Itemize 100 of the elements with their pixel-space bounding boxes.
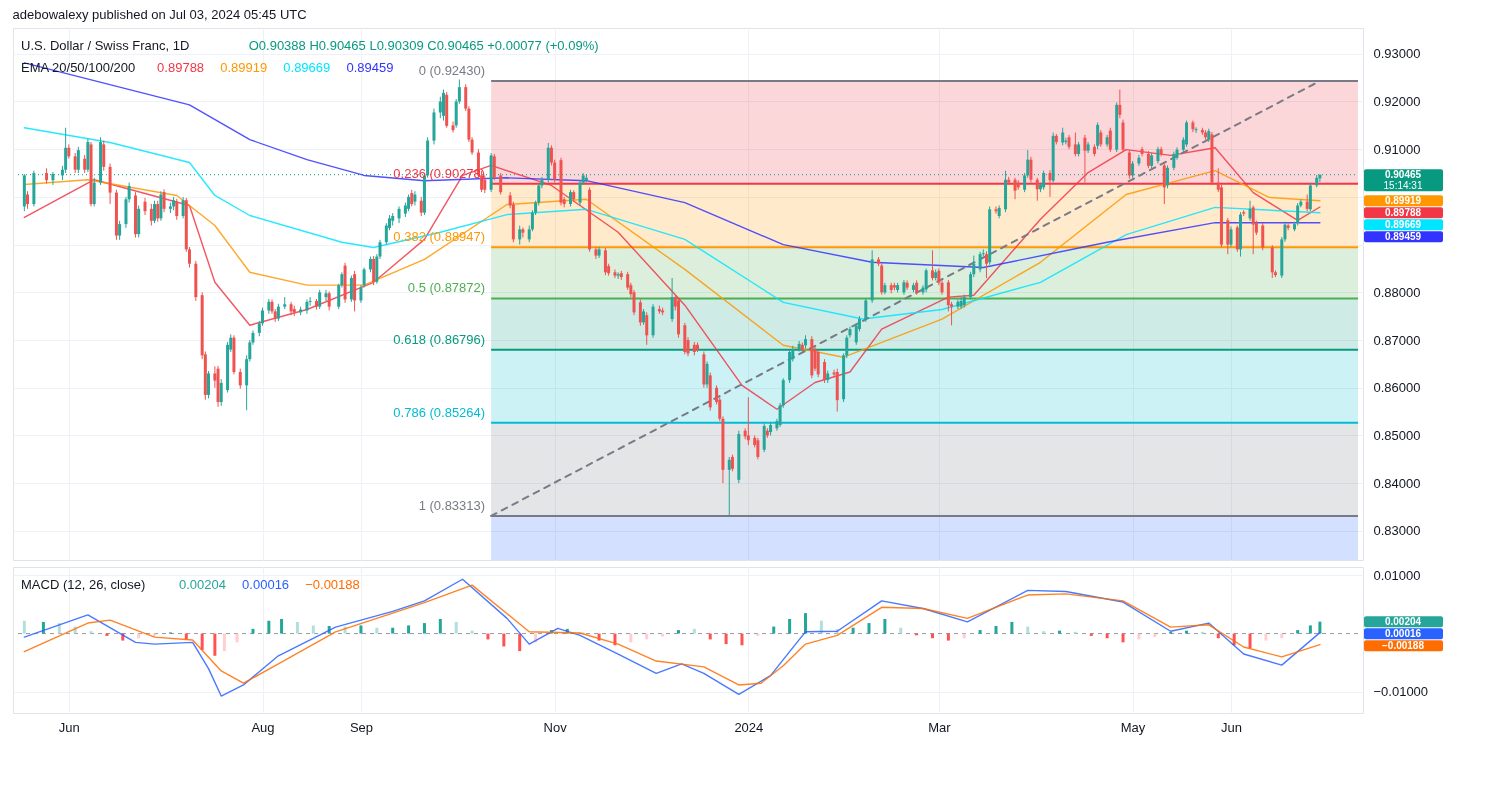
bar [629, 633, 633, 643]
y-tick-label: 0.93000 [1373, 46, 1421, 62]
bar [359, 625, 363, 634]
candlestick [924, 267, 928, 293]
bar [946, 633, 950, 641]
candlestick [219, 378, 223, 407]
candlestick [102, 140, 106, 172]
bar [222, 633, 226, 652]
ref-line-label: 0.786 (0.85264) [393, 404, 486, 420]
bar [788, 618, 792, 634]
y-tick-label: 0.83000 [1373, 523, 1421, 539]
bar [1121, 633, 1125, 643]
ref-line-label: 0.90465 [1384, 168, 1422, 180]
candlestick [816, 349, 820, 378]
bar [1058, 630, 1062, 634]
candlestick [327, 290, 331, 311]
bar [375, 627, 379, 634]
legend-title: MACD (12, 26, close) [21, 577, 146, 592]
candlestick [613, 268, 617, 279]
candlestick [1042, 170, 1046, 191]
x-tick-label: Jun [1221, 719, 1242, 735]
candlestick [324, 289, 328, 302]
bar [819, 620, 823, 634]
candlestick [1127, 149, 1131, 180]
annotation: 0.00204 [179, 577, 226, 592]
text: U.S. Dollar / Swiss Franc, 1D [21, 38, 190, 53]
candlestick [1235, 225, 1239, 253]
bar [1042, 631, 1046, 634]
candlestick [1194, 126, 1198, 134]
bar [1308, 625, 1312, 634]
ref-line-label: 0.5 (0.87872) [407, 280, 486, 296]
bar [200, 633, 204, 650]
candlestick [143, 197, 147, 216]
text: 0.00016 [1384, 627, 1422, 639]
text: 0.00204 [1384, 615, 1422, 627]
candlestick [438, 96, 442, 119]
candlestick [92, 177, 96, 207]
candlestick [73, 152, 77, 174]
candlestick [848, 326, 852, 339]
bar [899, 627, 903, 634]
x-tick-label: Sep [349, 719, 374, 735]
bar [267, 620, 271, 634]
annotation: 0.89459 [346, 60, 394, 75]
bar [1010, 621, 1014, 634]
text: 0.89788 [1384, 206, 1422, 218]
candlestick [905, 279, 909, 291]
candlestick [1029, 156, 1033, 184]
bar [676, 630, 680, 634]
bar [235, 633, 239, 643]
bar [251, 628, 255, 634]
candlestick [956, 298, 960, 310]
bar [391, 627, 395, 634]
x-tick-label: Nov [543, 719, 568, 735]
bar [724, 633, 728, 645]
x-tick-label: 2024 [734, 719, 764, 735]
text: 0.89919 [1384, 194, 1422, 206]
bar [22, 620, 26, 634]
text: 0.89669 [1384, 218, 1422, 230]
bar [280, 618, 284, 634]
bar [518, 633, 522, 652]
bar [470, 630, 474, 634]
x-tick-label: May [1120, 719, 1146, 735]
candlestick [1229, 225, 1233, 248]
line-series [23, 62, 1321, 269]
candlestick [1248, 200, 1252, 222]
annotation: −0.00188 [305, 577, 360, 592]
y-tick-label: 0.85000 [1373, 427, 1421, 443]
ref-line-label: 0 (0.92430) [418, 62, 486, 78]
candlestick [645, 311, 649, 346]
candlestick [1185, 120, 1189, 148]
y-tick-label: 0.88000 [1373, 284, 1421, 300]
bar [311, 625, 315, 634]
candlestick [1165, 164, 1169, 189]
bar [1248, 633, 1252, 649]
candlestick [705, 361, 709, 389]
bar [213, 633, 217, 656]
candlestick [149, 203, 153, 227]
y-tick-label: 0.92000 [1373, 93, 1421, 109]
bar [740, 633, 744, 646]
bar [1264, 633, 1268, 641]
x-tick-label: Jun [58, 719, 80, 735]
candlestick [1118, 89, 1122, 119]
bar [978, 630, 982, 634]
y-tick-label: 0.86000 [1373, 380, 1421, 396]
bar [422, 623, 426, 634]
candlestick [864, 297, 868, 323]
candlestick [756, 437, 760, 460]
text: 15:14:31 [1383, 179, 1423, 191]
annotation: 0.89788 [157, 60, 205, 75]
bar [1185, 630, 1189, 634]
candlestick [978, 251, 982, 273]
candlestick [1073, 131, 1077, 157]
candlestick [442, 89, 445, 122]
bar [772, 626, 776, 634]
candlestick [76, 146, 80, 174]
ref-line-label: 1 (0.83313) [418, 497, 486, 513]
bar [295, 621, 299, 634]
candlestick [83, 154, 87, 174]
y-tick-label: 0.84000 [1373, 475, 1421, 491]
x-tick-label: Aug [251, 719, 275, 735]
